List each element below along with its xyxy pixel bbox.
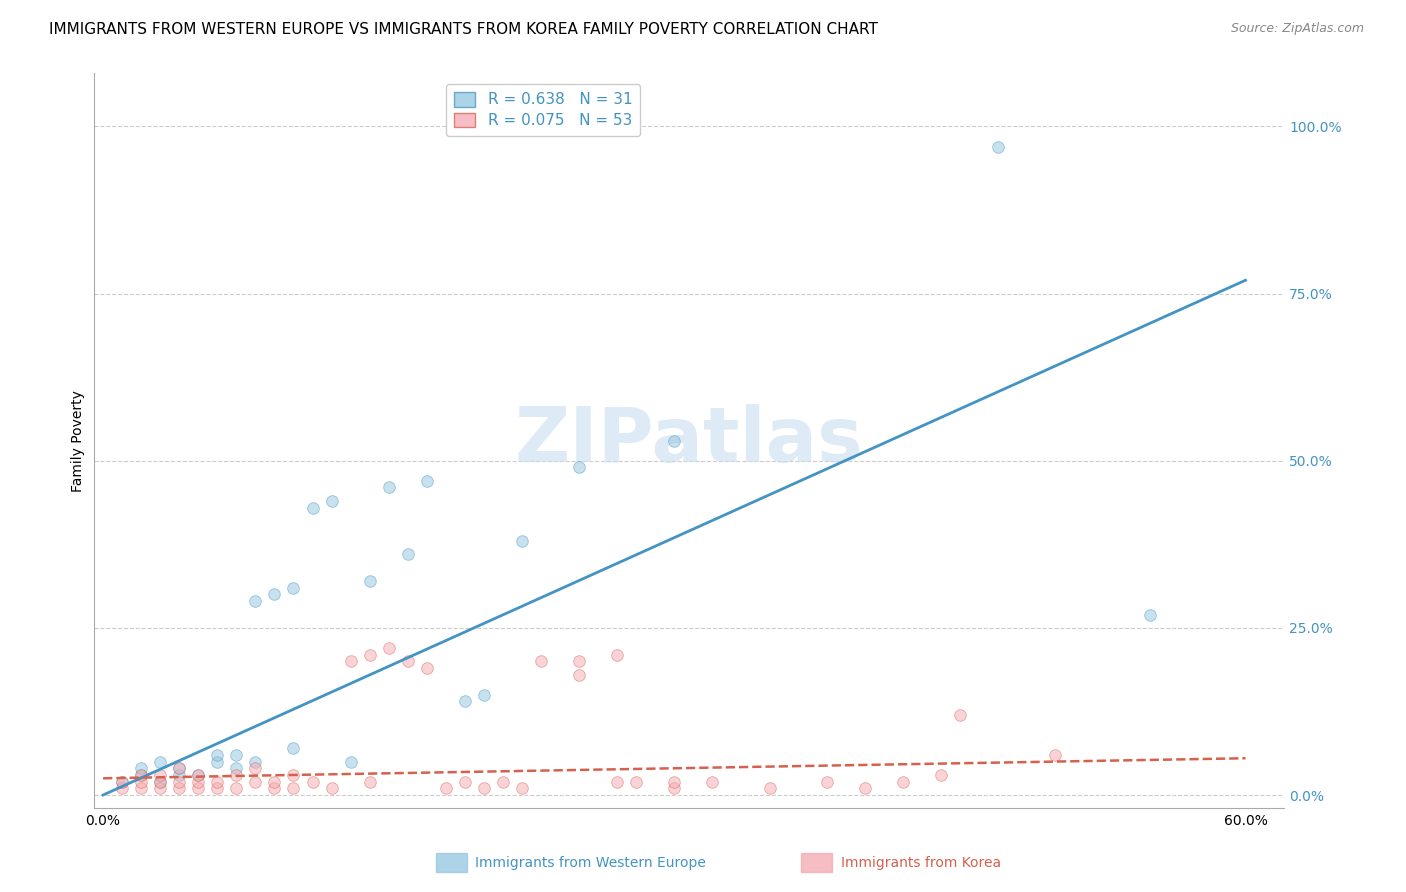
- Text: Immigrants from Korea: Immigrants from Korea: [841, 855, 1001, 870]
- Point: [111, 781, 134, 796]
- Text: Source: ZipAtlas.com: Source: ZipAtlas.com: [1230, 22, 1364, 36]
- Point: [664, 434, 686, 448]
- Point: [283, 741, 305, 756]
- Point: [301, 774, 323, 789]
- Point: [129, 768, 152, 782]
- Point: [207, 755, 229, 769]
- Point: [454, 694, 477, 708]
- Point: [359, 574, 381, 588]
- Point: [321, 493, 343, 508]
- Point: [149, 781, 172, 796]
- Text: ZIPatlas: ZIPatlas: [515, 404, 863, 478]
- Point: [167, 768, 190, 782]
- Point: [664, 774, 686, 789]
- Point: [359, 648, 381, 662]
- Point: [606, 648, 628, 662]
- Point: [377, 481, 399, 495]
- Point: [454, 774, 477, 789]
- Point: [283, 781, 305, 796]
- Point: [111, 774, 134, 789]
- Point: [149, 774, 172, 789]
- Point: [129, 768, 152, 782]
- Point: [339, 755, 361, 769]
- Point: [245, 594, 267, 608]
- Point: [225, 747, 247, 762]
- Point: [396, 654, 419, 668]
- Text: Immigrants from Western Europe: Immigrants from Western Europe: [475, 855, 706, 870]
- Point: [263, 587, 285, 601]
- Point: [187, 768, 209, 782]
- Point: [207, 781, 229, 796]
- Point: [301, 500, 323, 515]
- Point: [929, 768, 952, 782]
- Point: [263, 774, 285, 789]
- Point: [111, 774, 134, 789]
- Point: [416, 661, 439, 675]
- Point: [339, 654, 361, 668]
- Point: [187, 768, 209, 782]
- Point: [225, 781, 247, 796]
- Point: [472, 781, 495, 796]
- Point: [207, 774, 229, 789]
- Legend: R = 0.638   N = 31, R = 0.075   N = 53: R = 0.638 N = 31, R = 0.075 N = 53: [446, 85, 640, 136]
- Point: [167, 781, 190, 796]
- Point: [853, 781, 876, 796]
- Point: [891, 774, 914, 789]
- Point: [283, 768, 305, 782]
- Point: [167, 774, 190, 789]
- Point: [396, 547, 419, 561]
- Point: [606, 774, 628, 789]
- Point: [987, 139, 1010, 153]
- Point: [702, 774, 724, 789]
- Point: [568, 667, 591, 681]
- Point: [167, 761, 190, 775]
- Text: IMMIGRANTS FROM WESTERN EUROPE VS IMMIGRANTS FROM KOREA FAMILY POVERTY CORRELATI: IMMIGRANTS FROM WESTERN EUROPE VS IMMIGR…: [49, 22, 879, 37]
- Point: [187, 774, 209, 789]
- Point: [626, 774, 648, 789]
- Point: [149, 774, 172, 789]
- Point: [510, 781, 533, 796]
- Point: [377, 640, 399, 655]
- Point: [245, 774, 267, 789]
- Point: [664, 781, 686, 796]
- Point: [1139, 607, 1161, 622]
- Point: [263, 781, 285, 796]
- Point: [321, 781, 343, 796]
- Y-axis label: Family Poverty: Family Poverty: [72, 390, 86, 491]
- Point: [283, 581, 305, 595]
- Point: [416, 474, 439, 488]
- Point: [359, 774, 381, 789]
- Point: [568, 654, 591, 668]
- Point: [492, 774, 515, 789]
- Point: [149, 755, 172, 769]
- Point: [187, 781, 209, 796]
- Point: [129, 761, 152, 775]
- Point: [167, 761, 190, 775]
- Point: [245, 761, 267, 775]
- Point: [225, 768, 247, 782]
- Point: [510, 533, 533, 548]
- Point: [434, 781, 457, 796]
- Point: [1043, 747, 1066, 762]
- Point: [129, 781, 152, 796]
- Point: [758, 781, 780, 796]
- Point: [245, 755, 267, 769]
- Point: [530, 654, 553, 668]
- Point: [568, 460, 591, 475]
- Point: [472, 688, 495, 702]
- Point: [815, 774, 838, 789]
- Point: [149, 768, 172, 782]
- Point: [129, 774, 152, 789]
- Point: [949, 707, 972, 722]
- Point: [225, 761, 247, 775]
- Point: [207, 747, 229, 762]
